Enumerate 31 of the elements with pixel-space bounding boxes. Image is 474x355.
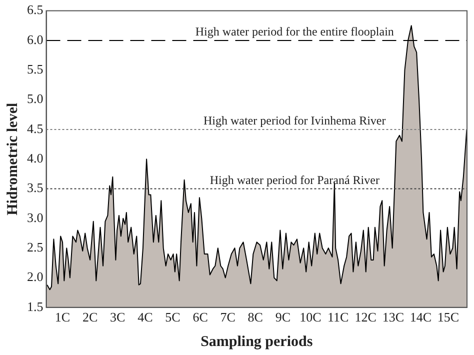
y-tick-label: 6.5 (27, 2, 44, 18)
x-tick-label: 10C (300, 310, 322, 325)
y-tick-label: 4.5 (27, 120, 44, 136)
y-tick-label: 5.0 (27, 91, 44, 106)
x-tick-label: 2C (82, 310, 98, 325)
ref-line-label: High water period for Paraná River (210, 172, 380, 187)
y-axis-title: Hidrometric level (4, 102, 21, 216)
x-tick-label: 3C (110, 310, 126, 325)
x-tick-label: 9C (275, 310, 291, 325)
ref-line-label: High water period for the entire flooplain (195, 24, 394, 39)
x-tick-label: 13C (382, 310, 404, 325)
x-tick-label: 11C (327, 310, 349, 325)
ref-line-label: High water period for Ivinhema River (203, 114, 386, 128)
x-tick-label: 1C (54, 310, 70, 325)
x-axis-title: Sampling periods (200, 334, 313, 350)
x-tick-label: 14C (410, 310, 432, 325)
y-tick-label: 6.0 (27, 32, 44, 47)
y-tick-label: 2.0 (27, 269, 44, 284)
y-tick-label: 3.5 (27, 180, 44, 196)
x-tick-label: 7C (220, 310, 236, 325)
y-tick-label: 1.5 (27, 298, 44, 314)
x-tick-label: 15C (437, 310, 460, 325)
x-tick-label: 12C (354, 310, 376, 325)
y-tick-label: 3.0 (27, 210, 44, 225)
y-tick-label: 2.5 (27, 240, 44, 254)
x-tick-label: 6C (192, 310, 208, 325)
y-tick-label: 5.5 (27, 62, 44, 77)
x-tick-label: 5C (165, 310, 180, 325)
y-tick-label: 4.0 (27, 150, 44, 166)
x-tick-label: 8C (248, 310, 263, 325)
x-tick-label: 4C (138, 310, 153, 325)
